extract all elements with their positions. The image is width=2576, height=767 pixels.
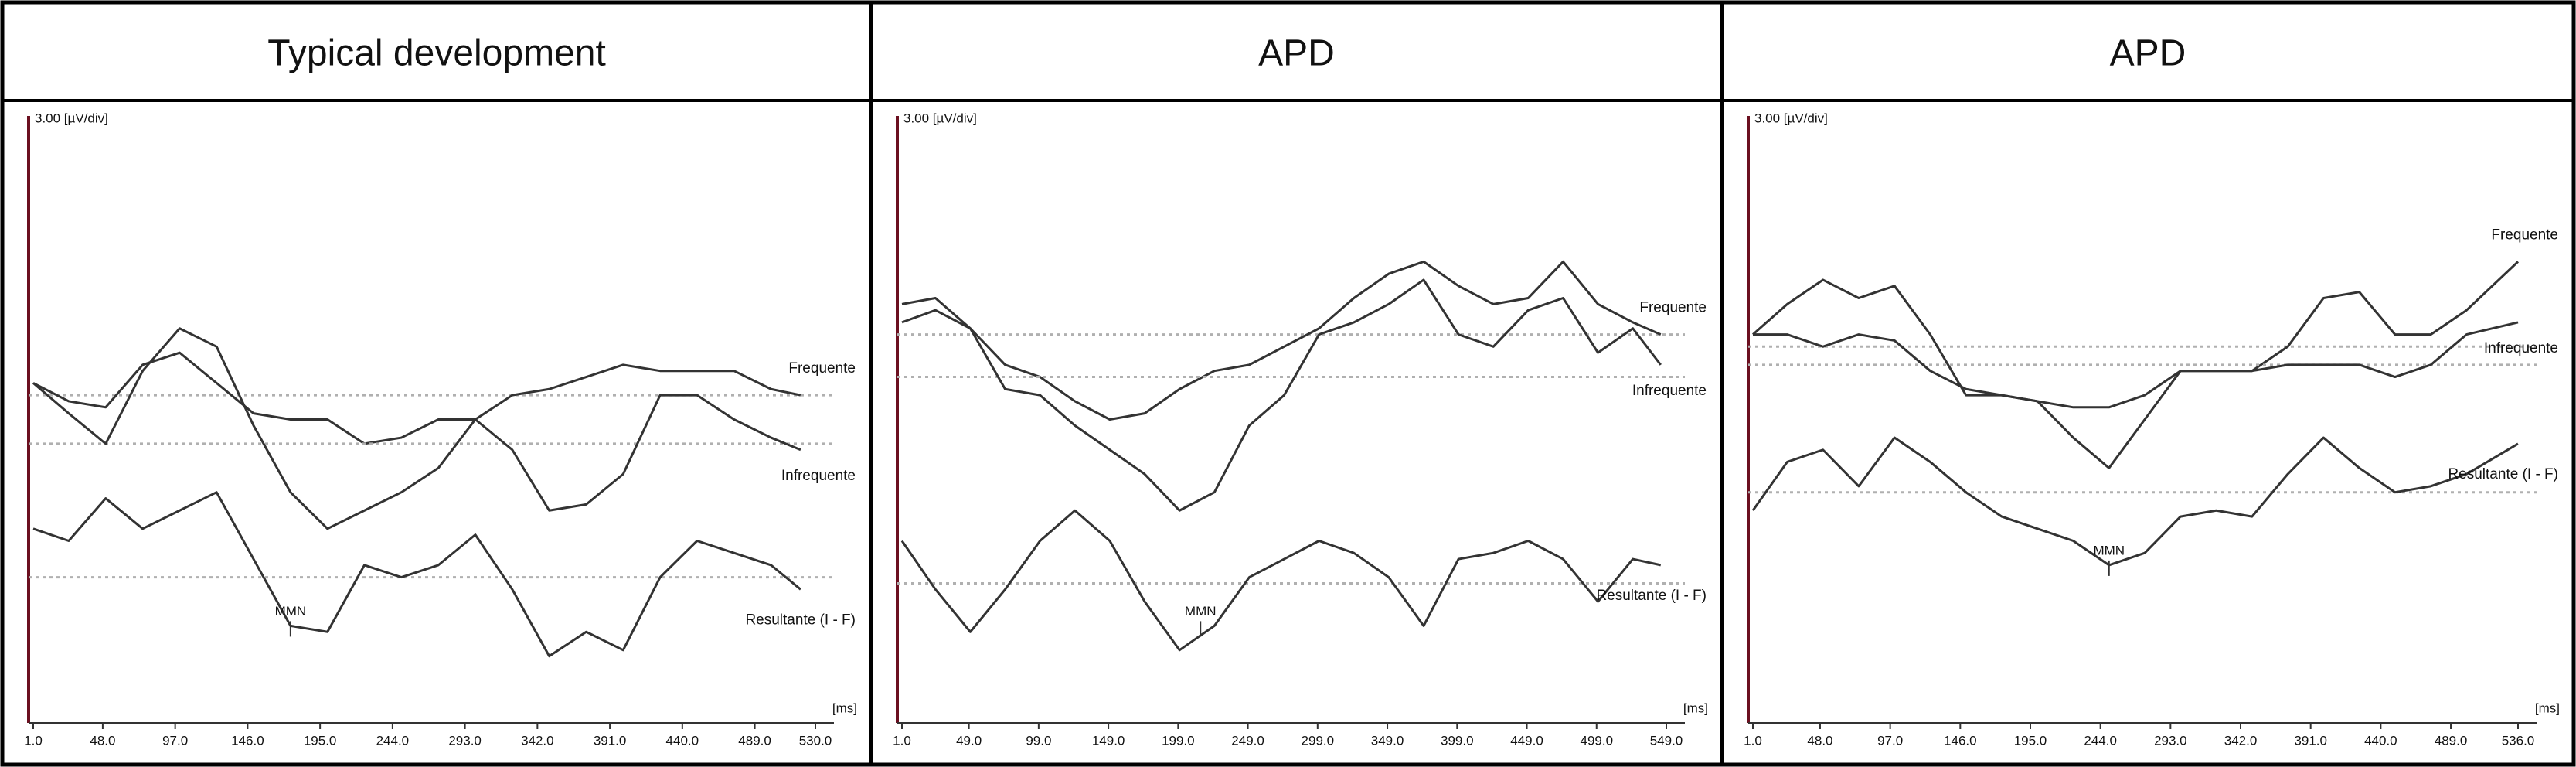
series-label: Resultante (I - F) [1596,588,1707,604]
series-label: Resultante (I - F) [2448,466,2558,482]
x-tick-label: 1.0 [1744,733,1762,748]
y-unit: 3.00 [µV/div] [1754,111,1828,125]
x-tick-label: 440.0 [666,733,699,748]
waveform [1752,261,2520,469]
series-label: Frequente [2491,227,2558,243]
annotation: MMN [2093,543,2125,557]
x-tick-label: 146.0 [231,733,264,748]
x-tick-label: 549.0 [1650,733,1683,748]
waveform [32,351,801,445]
waveform [32,327,801,530]
x-tick-label: 146.0 [1944,733,1977,748]
x-tick-label: 489.0 [2435,733,2468,748]
series-label: Frequente [788,360,856,377]
panel-title: Typical development [267,33,606,74]
x-tick-label: 391.0 [2294,733,2327,748]
x-tick-label: 299.0 [1302,733,1335,748]
x-unit: [ms] [2535,701,2560,715]
y-unit: 3.00 [µV/div] [903,111,977,125]
x-tick-label: 349.0 [1371,733,1404,748]
x-tick-label: 489.0 [738,733,771,748]
series-label: Infrequente [781,468,856,484]
x-tick-label: 536.0 [2502,733,2535,748]
x-tick-label: 48.0 [90,733,115,748]
x-tick-label: 499.0 [1580,733,1613,748]
x-tick-label: 199.0 [1162,733,1195,748]
waveform [900,509,1662,652]
x-tick-label: 399.0 [1441,733,1474,748]
waveform [1751,436,2519,567]
x-tick-label: 530.0 [799,733,832,748]
series-label: Infrequente [2484,340,2558,356]
waveform [32,491,801,658]
annotation: MMN [275,604,307,619]
series-label: Infrequente [1632,383,1707,399]
y-unit: 3.00 [µV/div] [35,111,108,125]
x-tick-label: 195.0 [2014,733,2047,748]
x-tick-label: 391.0 [594,733,627,748]
series-label: Frequente [1639,300,1707,316]
annotation: MMN [1185,604,1217,619]
x-tick-label: 1.0 [24,733,43,748]
waveform [901,260,1662,421]
x-tick-label: 49.0 [956,733,982,748]
x-unit: [ms] [832,701,857,715]
x-tick-label: 342.0 [2224,733,2258,748]
x-tick-label: 440.0 [2364,733,2397,748]
x-tick-label: 97.0 [162,733,188,748]
x-tick-label: 449.0 [1510,733,1543,748]
waveform [1753,321,2519,409]
waveform [901,278,1662,512]
x-tick-label: 1.0 [893,733,911,748]
x-tick-label: 48.0 [1807,733,1832,748]
panel-title: APD [2110,33,2186,74]
x-tick-label: 149.0 [1092,733,1125,748]
x-tick-label: 249.0 [1231,733,1264,748]
x-tick-label: 293.0 [448,733,482,748]
panel-title: APD [1258,33,1335,74]
x-unit: [ms] [1683,701,1708,715]
x-tick-label: 99.0 [1026,733,1051,748]
series-label: Resultante (I - F) [745,612,856,628]
x-tick-label: 195.0 [304,733,337,748]
x-tick-label: 342.0 [521,733,554,748]
x-tick-label: 244.0 [2084,733,2117,748]
x-tick-label: 97.0 [1877,733,1903,748]
x-tick-label: 293.0 [2154,733,2187,748]
x-tick-label: 244.0 [376,733,410,748]
